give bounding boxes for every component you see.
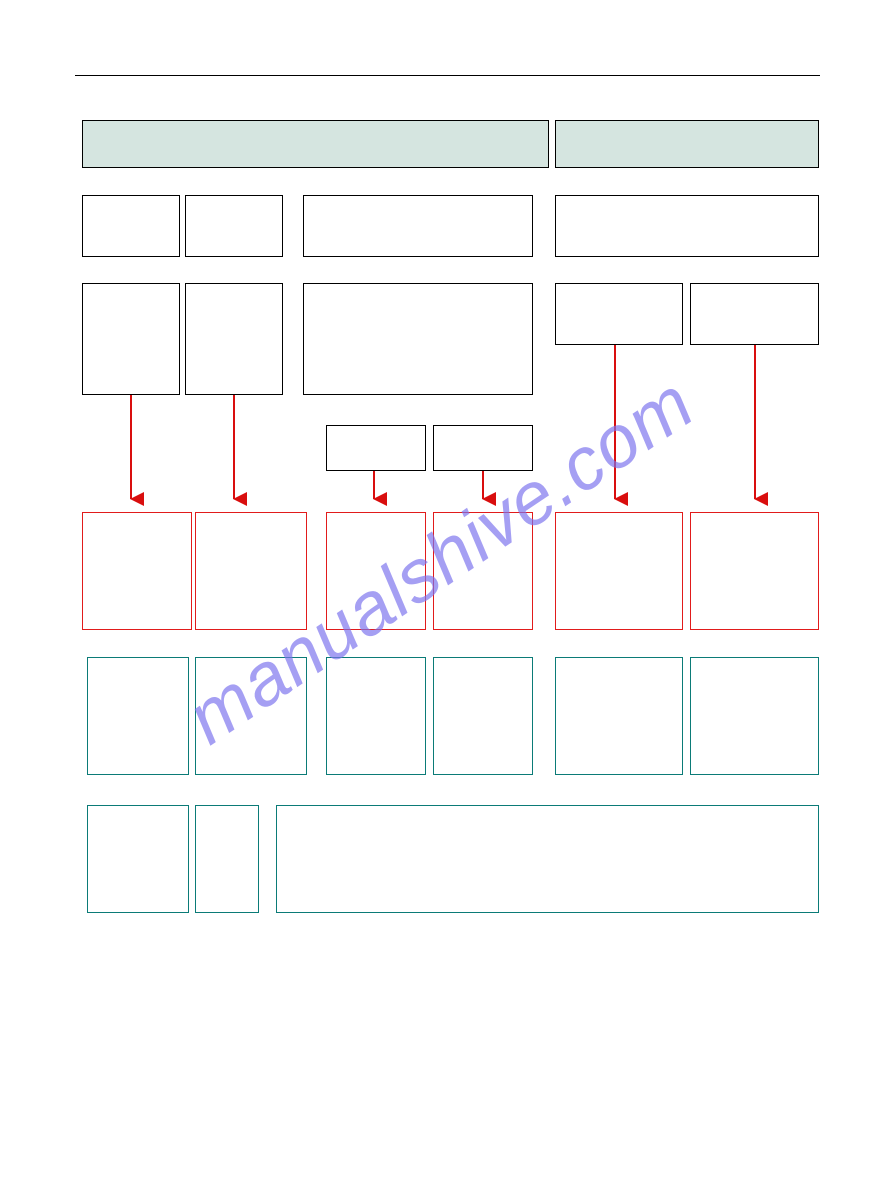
row2-left-box-2 [303,283,533,395]
teal-row1-box-0 [87,657,189,775]
teal-row1-box-3 [433,657,533,775]
row1-box-2 [303,195,533,257]
top-divider [75,75,820,76]
row1-box-1 [185,195,283,257]
mid-small-box-0 [326,425,426,471]
red-box-5 [690,512,819,630]
red-box-1 [195,512,307,630]
teal-row2-box-0 [87,805,189,913]
row2-left-box-0 [82,283,180,395]
teal-row1-box-2 [326,657,426,775]
red-box-2 [326,512,426,630]
teal-row2-box-1 [195,805,259,913]
teal-row1-box-4 [555,657,683,775]
row1-box-0 [82,195,180,257]
teal-row2-box-2 [276,805,819,913]
row2-right-box-1 [690,283,819,345]
row1-box-3 [555,195,819,257]
red-box-4 [555,512,683,630]
header-box-1 [555,120,819,168]
teal-row1-box-1 [195,657,307,775]
row2-right-box-0 [555,283,683,345]
row2-left-box-1 [185,283,283,395]
red-box-0 [82,512,192,630]
red-box-3 [433,512,533,630]
header-box-0 [82,120,549,168]
mid-small-box-1 [433,425,533,471]
teal-row1-box-5 [690,657,819,775]
